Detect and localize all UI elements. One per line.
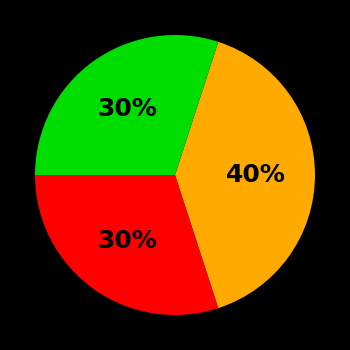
Text: 30%: 30% (97, 97, 157, 121)
Wedge shape (175, 42, 315, 308)
Wedge shape (35, 35, 218, 175)
Text: 30%: 30% (97, 229, 157, 253)
Wedge shape (35, 175, 218, 315)
Text: 40%: 40% (226, 163, 286, 187)
